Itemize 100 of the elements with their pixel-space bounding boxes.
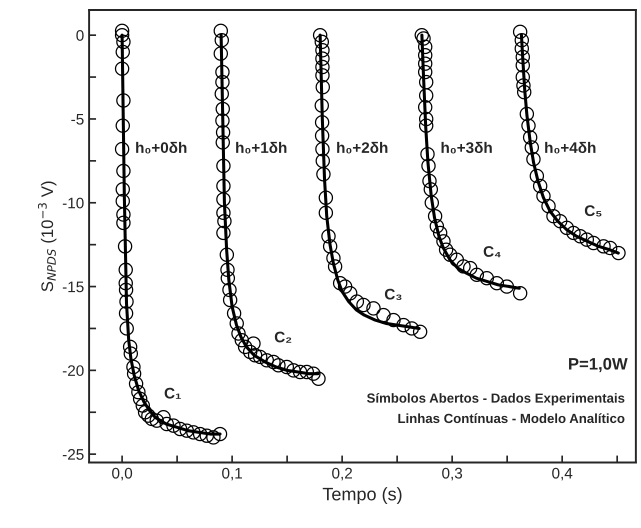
point <box>292 364 308 380</box>
annotation: Símbolos Abertos - Dados Experimentais <box>367 392 624 406</box>
point <box>118 306 134 321</box>
point <box>322 239 338 254</box>
x-tick-label: 0,0 <box>112 468 132 480</box>
point <box>156 410 171 424</box>
point <box>580 232 594 247</box>
series-label: h₀+2δh <box>337 142 388 154</box>
point <box>516 78 531 93</box>
point <box>421 158 436 174</box>
point <box>432 226 448 240</box>
point <box>150 413 164 428</box>
point <box>428 208 442 224</box>
point <box>114 142 130 156</box>
point <box>430 219 444 234</box>
point <box>118 262 133 278</box>
point <box>160 416 174 432</box>
y-tick-label: -25 <box>62 449 84 460</box>
point <box>414 28 430 42</box>
point <box>516 58 530 73</box>
point <box>206 430 221 445</box>
point <box>220 247 234 262</box>
point <box>328 259 342 274</box>
point <box>530 168 544 184</box>
point <box>596 239 611 254</box>
point <box>418 88 434 103</box>
y-tick-label: -20 <box>62 365 84 376</box>
point <box>526 152 541 166</box>
point <box>306 366 321 381</box>
point <box>214 24 228 38</box>
point <box>412 324 428 340</box>
point <box>376 308 391 322</box>
point <box>144 412 160 426</box>
annotation: C₃ <box>384 288 402 300</box>
point <box>260 353 274 368</box>
point <box>418 74 434 90</box>
point <box>521 118 536 133</box>
point <box>216 125 230 140</box>
point <box>456 259 471 274</box>
point <box>516 50 530 64</box>
point <box>516 70 530 84</box>
y-tick-label: -15 <box>62 282 84 292</box>
point <box>490 276 504 290</box>
annotation: C₄ <box>484 246 501 258</box>
point <box>124 346 138 361</box>
point <box>116 164 131 178</box>
point <box>514 32 530 48</box>
point <box>422 174 437 188</box>
point <box>450 252 464 267</box>
point <box>116 194 130 208</box>
point <box>356 298 371 312</box>
point <box>126 360 141 374</box>
point <box>316 154 330 168</box>
point <box>396 318 411 332</box>
point <box>217 214 232 228</box>
point <box>480 270 494 286</box>
point <box>238 340 252 354</box>
point <box>220 270 236 286</box>
point <box>216 178 231 194</box>
point <box>321 229 336 244</box>
point <box>172 422 188 436</box>
x-tick-label: 0,1 <box>222 468 242 480</box>
point <box>138 405 152 420</box>
point <box>231 326 246 341</box>
point <box>500 279 514 294</box>
point <box>524 140 540 155</box>
point <box>546 208 561 224</box>
point <box>166 418 181 433</box>
point <box>418 48 432 63</box>
point <box>116 93 131 108</box>
point <box>314 34 330 50</box>
point <box>552 214 568 228</box>
x-axis-title: Tempo (s) <box>322 487 402 504</box>
point <box>131 384 146 400</box>
point <box>215 113 230 128</box>
point <box>119 294 134 309</box>
point <box>214 46 228 61</box>
point <box>462 260 478 276</box>
annotation: C₂ <box>274 332 292 343</box>
point <box>116 118 130 133</box>
point <box>248 348 262 362</box>
point <box>200 428 214 443</box>
point <box>114 28 130 42</box>
point <box>222 292 238 308</box>
point <box>114 24 130 38</box>
point <box>442 247 458 262</box>
point <box>242 344 258 360</box>
point <box>315 60 330 74</box>
point <box>318 206 334 220</box>
point <box>214 86 229 102</box>
y-axis-title: S$_{NPDS}$ (10$^{−3}$ V) <box>38 182 56 292</box>
point <box>512 24 528 40</box>
point <box>316 167 331 182</box>
point <box>314 128 330 143</box>
point <box>132 392 148 406</box>
point <box>386 312 401 328</box>
point <box>332 276 348 290</box>
point <box>611 246 626 260</box>
point <box>216 192 231 207</box>
point <box>312 28 328 42</box>
